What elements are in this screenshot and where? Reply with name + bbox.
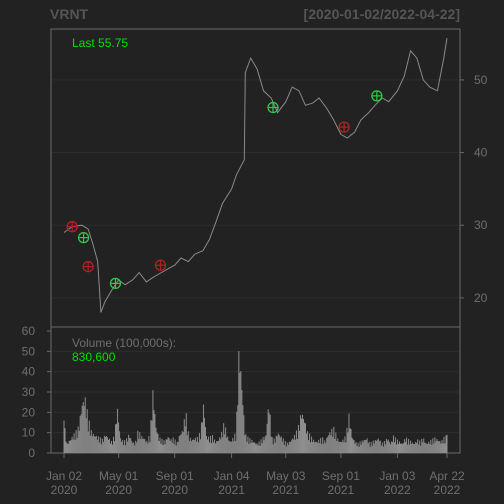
price-y-tick-label: 20 [474,291,488,305]
x-tick-label-year: 2021 [218,483,245,497]
buy-signal-marker [77,231,90,244]
x-tick-label-month: May 03 [266,469,306,483]
sell-signal-marker [82,261,94,273]
price-panel [50,28,461,328]
volume-label: Volume (100,000s): [72,336,176,350]
signal-markers [66,90,383,290]
price-y-axis: 20 30 40 50 [460,73,488,305]
sell-signal-marker [66,221,78,233]
price-y-tick-label: 50 [474,73,488,87]
buy-signal-marker [267,101,279,114]
x-tick-label-month: Apr 22 [429,469,465,483]
x-tick-label-month: Jan 03 [379,469,415,483]
x-tick-label-year: 2020 [161,483,188,497]
buy-signal-marker [371,90,383,102]
x-tick-label-year: 2021 [328,483,355,497]
x-tick-label-year: 2022 [384,483,411,497]
volume-y-tick-label: 0 [28,446,35,460]
volume-value: 830,600 [72,350,116,364]
chart-title: VRNT [50,6,89,22]
price-gridlines [52,79,459,299]
price-y-tick-label: 30 [474,218,488,232]
date-range: [2020-01-02/2022-04-22] [304,6,460,22]
volume-y-axis: 0 10 20 30 40 50 60 [22,324,51,460]
volume-y-tick-label: 30 [22,385,36,399]
x-tick-label-month: Sep 01 [322,469,360,483]
last-price-label: Last 55.75 [72,36,128,50]
volume-bars [63,351,448,453]
sell-signal-marker [154,259,167,271]
volume-y-tick-label: 10 [22,426,36,440]
buy-signal-marker [109,277,122,290]
volume-y-tick-label: 20 [22,405,36,419]
sell-signal-marker [338,121,350,133]
x-tick-label-month: May 01 [99,469,139,483]
x-tick-label-month: Sep 01 [156,469,194,483]
x-tick-label-year: 2021 [272,483,299,497]
x-tick-label-year: 2020 [105,483,132,497]
volume-y-tick-label: 50 [22,344,36,358]
x-tick-label-year: 2022 [434,483,461,497]
x-tick-label-month: Jan 02 [46,469,82,483]
volume-y-tick-label: 60 [22,324,36,338]
price-y-tick-label: 40 [474,146,488,160]
x-tick-label-month: Jan 04 [214,469,250,483]
x-tick-label-year: 2020 [51,483,78,497]
volume-y-tick-label: 40 [22,365,36,379]
price-series-line [63,38,448,313]
